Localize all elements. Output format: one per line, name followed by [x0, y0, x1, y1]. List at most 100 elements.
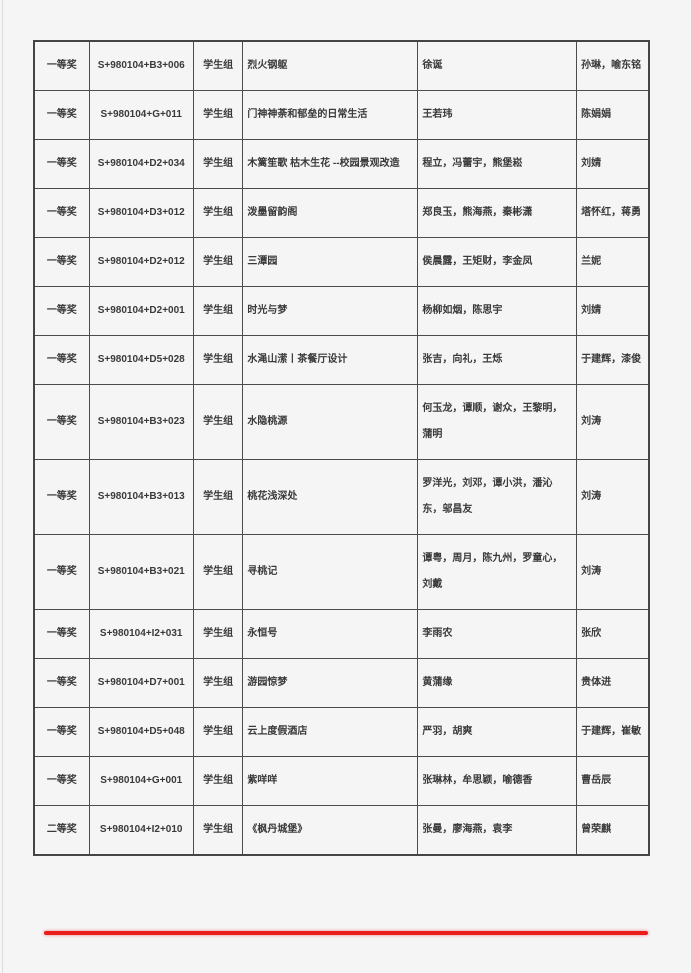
cell-award: 一等奖: [33, 756, 90, 806]
cell-award: 一等奖: [33, 237, 90, 287]
cell-code: S+980104+I2+010: [88, 805, 194, 856]
cell-title: 门神神荼和郁垒的日常生活: [242, 90, 419, 140]
cell-title: 水渑山潆丨茶餐厅设计: [242, 335, 419, 385]
cell-group: 学生组: [192, 384, 244, 460]
cell-authors: 杨柳如烟，陈思宇: [417, 286, 578, 336]
cell-award: 一等奖: [33, 40, 90, 91]
cell-advisors: 刘婧: [576, 139, 650, 189]
cell-group: 学生组: [192, 286, 244, 336]
table-row: 一等奖 S+980104+B3+023 学生组 水隐桃源 何玉龙，谭顺，谢众，王黎明，蒲…: [33, 384, 650, 460]
cell-authors: 何玉龙，谭顺，谢众，王黎明，蒲明: [417, 384, 578, 460]
cell-award: 一等奖: [33, 534, 90, 610]
table-row: 一等奖 S+980104+B3+021 学生组 寻桃记 谭粤，周月，陈九州，罗童心，刘戴…: [33, 534, 650, 610]
cell-group: 学生组: [192, 658, 244, 708]
cell-advisors: 贵体进: [576, 658, 650, 708]
cell-group: 学生组: [192, 534, 244, 610]
cell-advisors: 孙琳，喻东铭: [576, 40, 650, 91]
cell-group: 学生组: [192, 335, 244, 385]
cell-group: 学生组: [192, 188, 244, 238]
cell-advisors: 刘涛: [576, 384, 650, 460]
cell-code: S+980104+D2+012: [88, 237, 194, 287]
cell-group: 学生组: [192, 90, 244, 140]
cell-title: 永恒号: [242, 609, 419, 659]
cell-group: 学生组: [192, 237, 244, 287]
cell-authors: 张曼，廖海燕，袁李: [417, 805, 578, 856]
cell-title: 云上度假酒店: [242, 707, 419, 757]
cell-advisors: 刘涛: [576, 534, 650, 610]
cell-award: 一等奖: [33, 459, 90, 535]
table-row: 二等奖 S+980104+I2+010 学生组 《枫丹城堡》 张曼，廖海燕，袁李 曾荣麒: [33, 805, 650, 856]
cell-authors: 张吉，向礼，王烁: [417, 335, 578, 385]
cell-code: S+980104+I2+031: [88, 609, 194, 659]
cell-advisors: 兰妮: [576, 237, 650, 287]
cell-authors: 李雨农: [417, 609, 578, 659]
cell-title: 紫咩咩: [242, 756, 419, 806]
cell-award: 一等奖: [33, 658, 90, 708]
cell-code: S+980104+D5+048: [88, 707, 194, 757]
cell-title: 寻桃记: [242, 534, 419, 610]
cell-code: S+980104+D7+001: [88, 658, 194, 708]
cell-advisors: 陈娟娟: [576, 90, 650, 140]
cell-advisors: 曹岳辰: [576, 756, 650, 806]
cell-authors: 郑良玉，熊海燕，秦彬潇: [417, 188, 578, 238]
cell-award: 一等奖: [33, 90, 90, 140]
cell-authors: 侯晨露，王矩财，李金凤: [417, 237, 578, 287]
cell-code: S+980104+G+011: [88, 90, 194, 140]
cell-title: 桃花浅深处: [242, 459, 419, 535]
cell-advisors: 刘涛: [576, 459, 650, 535]
table-row: 一等奖 S+980104+D5+048 学生组 云上度假酒店 严羽，胡爽 于建辉，崔敏: [33, 707, 650, 757]
cell-award: 一等奖: [33, 707, 90, 757]
cell-title: 时光与梦: [242, 286, 419, 336]
cell-award: 二等奖: [33, 805, 90, 856]
cell-authors: 黄蒲缘: [417, 658, 578, 708]
cell-award: 一等奖: [33, 384, 90, 460]
cell-authors: 王若玮: [417, 90, 578, 140]
cell-award: 一等奖: [33, 335, 90, 385]
table-row: 一等奖 S+980104+D2+012 学生组 三潭园 侯晨露，王矩财，李金凤 兰妮: [33, 237, 650, 287]
cell-group: 学生组: [192, 459, 244, 535]
cell-code: S+980104+B3+023: [88, 384, 194, 460]
cell-group: 学生组: [192, 40, 244, 91]
cell-advisors: 于建辉，漆俊: [576, 335, 650, 385]
cell-code: S+980104+B3+021: [88, 534, 194, 610]
cell-code: S+980104+B3+006: [88, 40, 194, 91]
table-row: 一等奖 S+980104+D2+001 学生组 时光与梦 杨柳如烟，陈思宇 刘婧: [33, 286, 650, 336]
table-row: 一等奖 S+980104+G+001 学生组 紫咩咩 张琳林，牟思颖，喻德香 曹岳辰: [33, 756, 650, 806]
table-row: 一等奖 S+980104+B3+006 学生组 烈火钢躯 徐诞 孙琳，喻东铭: [33, 40, 650, 91]
cell-award: 一等奖: [33, 286, 90, 336]
cell-authors: 徐诞: [417, 40, 578, 91]
cell-award: 一等奖: [33, 188, 90, 238]
cell-advisors: 曾荣麒: [576, 805, 650, 856]
table-row: 一等奖 S+980104+G+011 学生组 门神神荼和郁垒的日常生活 王若玮 陈娟娟: [33, 90, 650, 140]
cell-authors: 严羽，胡爽: [417, 707, 578, 757]
page-left-edge: [2, 0, 3, 973]
cell-code: S+980104+D5+028: [88, 335, 194, 385]
cell-code: S+980104+D2+001: [88, 286, 194, 336]
red-divider-line: [44, 931, 648, 935]
cell-advisors: 刘婧: [576, 286, 650, 336]
cell-group: 学生组: [192, 609, 244, 659]
cell-authors: 罗洋光，刘邓，谭小洪，潘沁东，邬昌友: [417, 459, 578, 535]
cell-title: 木篱笙歌 枯木生花 --校园景观改造: [242, 139, 419, 189]
cell-award: 一等奖: [33, 609, 90, 659]
cell-authors: 谭粤，周月，陈九州，罗童心，刘戴: [417, 534, 578, 610]
cell-code: S+980104+D3+012: [88, 188, 194, 238]
cell-advisors: 塔怀红，蒋勇: [576, 188, 650, 238]
cell-title: 泼墨留韵阁: [242, 188, 419, 238]
cell-title: 水隐桃源: [242, 384, 419, 460]
table-row: 一等奖 S+980104+B3+013 学生组 桃花浅深处 罗洋光，刘邓，谭小洪，潘沁东…: [33, 459, 650, 535]
table-row: 一等奖 S+980104+D7+001 学生组 游园惊梦 黄蒲缘 贵体进: [33, 658, 650, 708]
table-row: 一等奖 S+980104+I2+031 学生组 永恒号 李雨农 张欣: [33, 609, 650, 659]
awards-table: 一等奖 S+980104+B3+006 学生组 烈火钢躯 徐诞 孙琳，喻东铭 一等奖 S+98…: [33, 40, 650, 856]
awards-table-body: 一等奖 S+980104+B3+006 学生组 烈火钢躯 徐诞 孙琳，喻东铭 一等奖 S+98…: [33, 40, 650, 856]
cell-group: 学生组: [192, 139, 244, 189]
table-row: 一等奖 S+980104+D2+034 学生组 木篱笙歌 枯木生花 --校园景观改造程…: [33, 139, 650, 189]
cell-title: 《枫丹城堡》: [242, 805, 419, 856]
cell-title: 烈火钢躯: [242, 40, 419, 91]
cell-title: 游园惊梦: [242, 658, 419, 708]
cell-authors: 张琳林，牟思颖，喻德香: [417, 756, 578, 806]
table-row: 一等奖 S+980104+D3+012 学生组 泼墨留韵阁 郑良玉，熊海燕，秦彬潇 塔怀红…: [33, 188, 650, 238]
cell-advisors: 于建辉，崔敏: [576, 707, 650, 757]
cell-authors: 程立，冯蕾宇，熊堡崧: [417, 139, 578, 189]
